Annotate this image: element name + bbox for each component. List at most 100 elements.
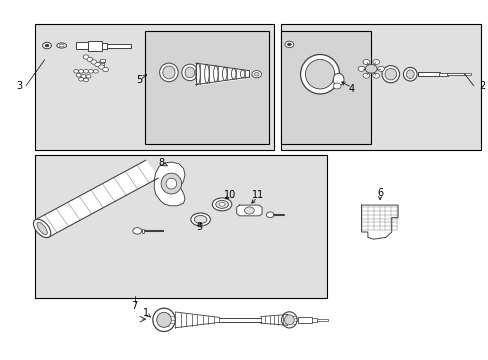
Circle shape — [74, 69, 79, 73]
Ellipse shape — [240, 70, 244, 78]
Text: 1: 1 — [142, 309, 149, 318]
Bar — [297, 317, 312, 323]
Polygon shape — [361, 205, 397, 239]
Ellipse shape — [384, 68, 396, 80]
Polygon shape — [154, 162, 184, 206]
Ellipse shape — [194, 216, 206, 224]
Bar — [100, 59, 104, 62]
Ellipse shape — [57, 43, 66, 48]
Bar — [102, 44, 131, 48]
Ellipse shape — [153, 308, 175, 332]
Circle shape — [285, 41, 293, 48]
Circle shape — [377, 66, 384, 71]
Circle shape — [88, 69, 93, 73]
Bar — [312, 318, 317, 322]
Text: 7: 7 — [131, 301, 138, 311]
Circle shape — [266, 212, 274, 218]
Bar — [99, 62, 103, 65]
Bar — [438, 73, 447, 76]
Ellipse shape — [159, 63, 178, 82]
Ellipse shape — [219, 203, 224, 206]
Circle shape — [287, 43, 291, 46]
Bar — [98, 64, 103, 67]
Ellipse shape — [37, 222, 47, 235]
Bar — [35, 24, 273, 149]
Text: 4: 4 — [348, 84, 354, 94]
Ellipse shape — [222, 67, 226, 81]
Ellipse shape — [165, 178, 176, 189]
Polygon shape — [236, 205, 262, 216]
Circle shape — [83, 55, 89, 59]
Ellipse shape — [195, 63, 200, 85]
Ellipse shape — [204, 64, 209, 83]
Bar — [417, 72, 439, 76]
Polygon shape — [199, 225, 201, 226]
Circle shape — [99, 65, 104, 69]
Circle shape — [81, 75, 86, 78]
Circle shape — [372, 59, 379, 64]
Circle shape — [79, 69, 83, 73]
Bar — [281, 24, 480, 149]
Circle shape — [251, 71, 261, 78]
Circle shape — [45, 44, 49, 47]
Text: 9: 9 — [196, 222, 203, 232]
Ellipse shape — [332, 73, 343, 86]
Bar — [76, 41, 89, 49]
Circle shape — [83, 69, 88, 73]
Bar — [447, 73, 464, 75]
Ellipse shape — [305, 59, 334, 89]
Text: 5: 5 — [136, 75, 142, 85]
Ellipse shape — [281, 312, 297, 328]
Circle shape — [42, 42, 51, 49]
Circle shape — [362, 59, 369, 64]
Ellipse shape — [59, 44, 64, 47]
Circle shape — [133, 228, 142, 234]
Ellipse shape — [182, 64, 198, 81]
Ellipse shape — [184, 67, 194, 78]
Ellipse shape — [161, 173, 181, 194]
Circle shape — [365, 64, 376, 73]
Ellipse shape — [403, 67, 416, 81]
Ellipse shape — [190, 213, 210, 226]
Text: 6: 6 — [376, 188, 382, 198]
Text: 2: 2 — [478, 81, 485, 91]
Ellipse shape — [381, 66, 399, 83]
Circle shape — [372, 73, 379, 78]
Ellipse shape — [406, 70, 413, 78]
Circle shape — [76, 73, 81, 77]
Polygon shape — [36, 160, 158, 237]
Bar — [35, 155, 327, 298]
Circle shape — [86, 75, 91, 78]
Circle shape — [87, 57, 93, 62]
Circle shape — [332, 83, 340, 89]
Circle shape — [244, 207, 254, 214]
Circle shape — [102, 67, 108, 72]
Bar — [142, 229, 143, 233]
Circle shape — [93, 69, 98, 73]
Circle shape — [83, 78, 88, 82]
Circle shape — [362, 73, 369, 78]
Ellipse shape — [163, 66, 175, 79]
Ellipse shape — [213, 66, 218, 82]
Ellipse shape — [212, 198, 231, 211]
Ellipse shape — [157, 312, 171, 327]
Ellipse shape — [215, 201, 228, 208]
Text: 8: 8 — [158, 158, 164, 168]
Text: 3: 3 — [16, 81, 22, 91]
Circle shape — [357, 66, 364, 71]
Circle shape — [79, 77, 83, 81]
Text: 10: 10 — [224, 190, 236, 200]
Ellipse shape — [231, 68, 236, 79]
Bar — [102, 43, 106, 49]
Ellipse shape — [284, 315, 294, 325]
Bar — [144, 31, 268, 144]
Ellipse shape — [300, 54, 339, 94]
Ellipse shape — [33, 219, 51, 238]
Bar — [99, 60, 104, 63]
Circle shape — [95, 62, 101, 67]
Text: 11: 11 — [251, 190, 264, 200]
Bar — [463, 73, 470, 75]
Bar — [281, 31, 370, 144]
Bar — [317, 319, 327, 321]
Bar — [88, 41, 102, 50]
